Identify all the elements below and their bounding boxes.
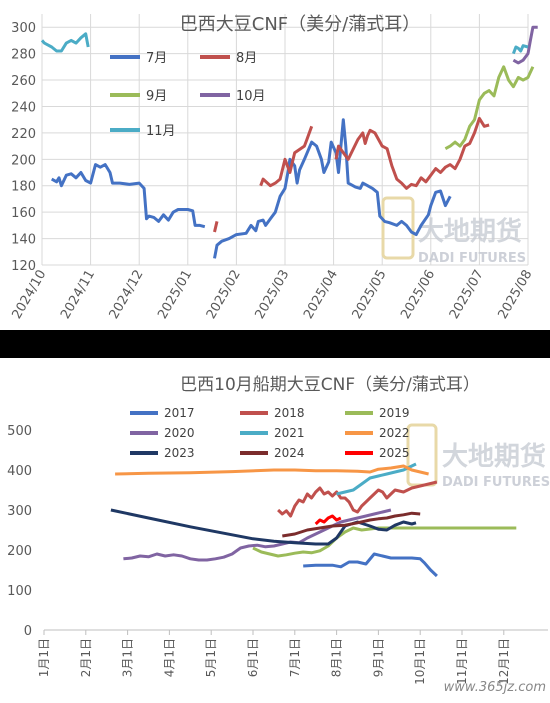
- watermark-en: DADI FUTURES: [442, 475, 550, 490]
- watermark-logo-icon: [381, 196, 415, 260]
- bottom-series-line-2017: [303, 552, 438, 578]
- bottom-x-tick-label: 2月1日: [79, 638, 93, 677]
- bottom-y-tick-label: 400: [7, 464, 32, 479]
- bottom-x-tick-label: 6月1日: [246, 638, 260, 677]
- top-x-tick-label: 2024/11: [58, 268, 98, 322]
- top-x-tick-label: 2024/12: [107, 268, 147, 322]
- bottom-legend-label: 2025: [379, 446, 410, 460]
- top-series-line-7月: [50, 118, 452, 259]
- bottom-legend-label: 2018: [274, 406, 305, 420]
- top-y-tick-label: 160: [11, 206, 36, 221]
- top-y-tick-label: 200: [11, 153, 36, 168]
- top-x-tick-label: 2025/03: [252, 268, 292, 322]
- top-legend-label: 9月: [146, 89, 167, 104]
- bottom-y-axis: 0 100 200 300 400 500: [7, 424, 32, 639]
- top-grid: [41, 14, 529, 266]
- bottom-x-tick-label: 9月1日: [371, 638, 385, 677]
- bottom-series-line-2025: [314, 514, 342, 526]
- bottom-legend-label: 2019: [379, 406, 410, 420]
- divider-band: [0, 330, 550, 358]
- bottom-series-group: [110, 462, 517, 578]
- top-x-axis: 2024/10 2024/11 2024/12 2025/01 2025/02 2025/…: [9, 268, 535, 322]
- bottom-series-line-2024: [282, 511, 421, 538]
- bottom-y-tick-label: 100: [7, 584, 32, 599]
- bottom-series-line-2023: [110, 508, 417, 546]
- top-y-tick-label: 140: [11, 233, 36, 248]
- bottom-y-tick-label: 300: [7, 504, 32, 519]
- top-series-line-11月: [40, 32, 529, 55]
- top-legend: 7月 8月 9月 10月 11月: [110, 51, 266, 139]
- top-y-tick-label: 240: [11, 100, 36, 115]
- top-y-tick-label: 180: [11, 180, 36, 195]
- bottom-series-line-2020: [123, 508, 392, 562]
- top-series-line-10月: [512, 25, 538, 65]
- bottom-x-tick-label: 1月1日: [37, 638, 51, 677]
- top-y-tick-label: 120: [11, 259, 36, 274]
- top-x-tick-label: 2024/10: [9, 268, 49, 322]
- bottom-series-line-2018: [277, 480, 438, 518]
- top-legend-label: 11月: [146, 124, 176, 139]
- bottom-x-tick-label: 12月1日: [497, 638, 511, 685]
- top-watermark: 大地期货 DADI FUTURES: [381, 196, 526, 266]
- top-legend-label: 7月: [146, 51, 167, 66]
- watermark-logo-icon: [406, 423, 438, 487]
- bottom-legend: 2017 2018 2019 2020 2021 2022 2023 2024 2025: [130, 406, 410, 460]
- bottom-x-tick-label: 7月1日: [288, 638, 302, 677]
- bottom-x-axis: 1月1日 2月1日 3月1日 4月1日 5月1日 6月1日 7月1日 8月1日 9月1日 10月1…: [37, 629, 548, 685]
- bottom-legend-label: 2017: [164, 406, 195, 420]
- top-y-tick-label: 300: [11, 21, 36, 36]
- bottom-y-tick-label: 200: [7, 544, 32, 559]
- top-x-tick-label: 2025/07: [447, 268, 487, 322]
- top-series-group: [40, 25, 538, 259]
- bottom-x-tick-label: 4月1日: [162, 638, 176, 677]
- bottom-x-tick-label: 11月1日: [455, 638, 469, 685]
- top-y-axis: 120 140 160 180 200 220 240 260 280 300: [11, 21, 36, 274]
- bottom-series-line-2022: [115, 464, 429, 476]
- bottom-chart-title: 巴西10月船期大豆CNF（美分/蒲式耳）: [180, 375, 480, 395]
- bottom-legend-label: 2020: [164, 426, 195, 440]
- top-x-tick-label: 2025/06: [398, 268, 438, 322]
- bottom-y-tick-label: 500: [7, 424, 32, 439]
- bottom-legend-label: 2024: [274, 446, 305, 460]
- top-y-tick-label: 280: [11, 48, 36, 63]
- top-x-tick-label: 2025/08: [495, 268, 535, 322]
- top-legend-label: 8月: [236, 51, 257, 66]
- watermark-en: DADI FUTURES: [418, 251, 526, 266]
- site-watermark: www.365jz.com: [444, 680, 546, 695]
- bottom-legend-label: 2022: [379, 426, 410, 440]
- top-x-tick-label: 2025/02: [204, 268, 244, 322]
- bottom-chart-svg: 0 100 200 300 400 500 1月1日 2月1日 3月1日 4月1日 5月1日 6月1…: [7, 375, 550, 695]
- top-x-tick-label: 2025/01: [155, 268, 195, 322]
- bottom-series-line-2019: [252, 526, 517, 558]
- top-legend-label: 10月: [236, 89, 266, 104]
- watermark-cn: 大地期货: [442, 441, 546, 472]
- top-series-line-9月: [444, 65, 535, 151]
- bottom-watermark: 大地期货 DADI FUTURES: [406, 423, 550, 490]
- bottom-chart-panel: 0 100 200 300 400 500 1月1日 2月1日 3月1日 4月1日 5月1日 6月1…: [0, 358, 550, 699]
- watermark-cn: 大地期货: [418, 216, 522, 247]
- bottom-legend-label: 2021: [274, 426, 305, 440]
- bottom-x-tick-label: 8月1日: [330, 638, 344, 677]
- bottom-x-tick-label: 5月1日: [204, 638, 218, 677]
- top-series-line-8月: [213, 116, 490, 233]
- top-chart-title: 巴西大豆CNF（美分/蒲式耳）: [180, 14, 420, 35]
- top-y-tick-label: 220: [11, 127, 36, 142]
- top-chart-panel: 120 140 160 180 200 220 240 260 280 300 2024/10 20…: [0, 0, 550, 330]
- bottom-x-tick-label: 10月1日: [413, 638, 427, 685]
- bottom-y-tick-label: 0: [24, 624, 32, 639]
- top-x-tick-label: 2025/05: [350, 268, 390, 322]
- bottom-legend-label: 2023: [164, 446, 195, 460]
- top-x-tick-label: 2025/04: [301, 268, 341, 322]
- top-y-tick-label: 260: [11, 74, 36, 89]
- bottom-x-tick-label: 3月1日: [121, 638, 135, 677]
